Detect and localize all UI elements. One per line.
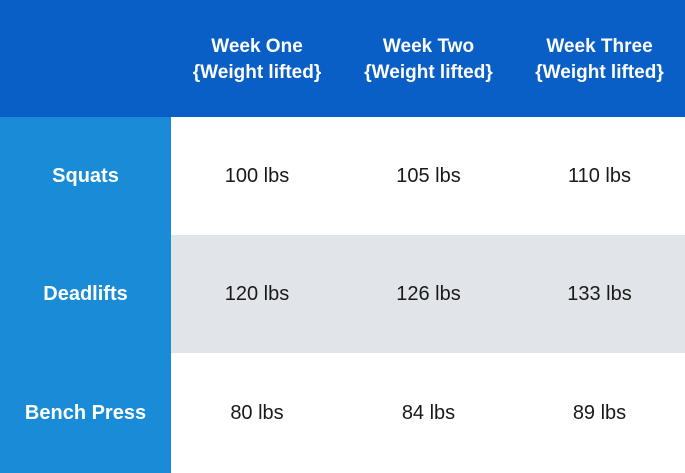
row-header-squats: Squats [0, 117, 171, 235]
row-header-bench-press: Bench Press [0, 353, 171, 473]
table-cell: 89 lbs [514, 353, 685, 473]
table-cell: 100 lbs [171, 117, 343, 235]
table-cell: 120 lbs [171, 235, 343, 353]
row-header-deadlifts: Deadlifts [0, 235, 171, 353]
column-header-title: Week One [211, 35, 303, 57]
table-corner [0, 0, 171, 117]
column-header-subtitle: {Weight lifted} [364, 61, 493, 83]
table-cell: 126 lbs [343, 235, 514, 353]
column-header-title: Week Three [546, 35, 653, 57]
column-header-title: Week Two [382, 35, 475, 57]
table-cell: 105 lbs [343, 117, 514, 235]
table-cell: 84 lbs [343, 353, 514, 473]
column-header-subtitle: {Weight lifted} [535, 61, 664, 83]
column-header-week-three: Week Three {Weight lifted} [514, 0, 685, 117]
column-header-week-one: Week One {Weight lifted} [171, 0, 343, 117]
table-cell: 80 lbs [171, 353, 343, 473]
table-cell: 110 lbs [514, 117, 685, 235]
column-header-subtitle: {Weight lifted} [192, 61, 322, 83]
table-cell: 133 lbs [514, 235, 685, 353]
column-header-week-two: Week Two {Weight lifted} [343, 0, 514, 117]
